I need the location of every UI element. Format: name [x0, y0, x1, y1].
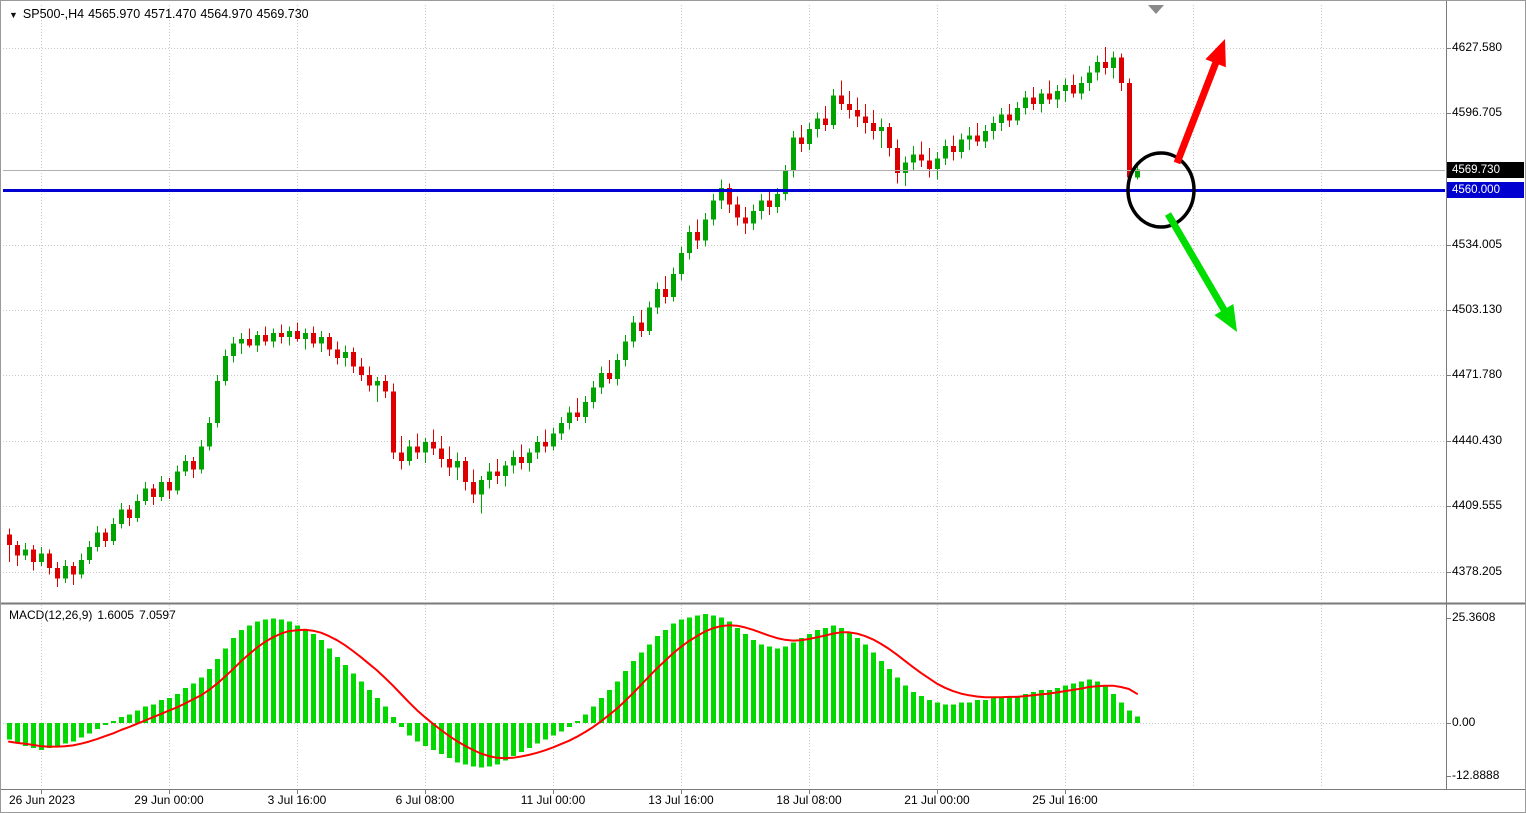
price-tick-label: 4503.130: [1452, 301, 1503, 316]
panel-separators: [1, 1, 1525, 794]
grid-lines: [3, 5, 1445, 787]
symbol-timeframe-label: SP500-,H4: [22, 7, 85, 21]
price-tick-label: 4440.430: [1452, 433, 1503, 448]
annotation-circle: [1126, 151, 1196, 229]
bullish-scenario-arrow: [1173, 39, 1226, 165]
price-tick-label: 4378.205: [1452, 564, 1503, 578]
chart-shift-marker[interactable]: [1148, 5, 1164, 14]
symbol-dropdown-icon[interactable]: ▼: [9, 10, 18, 20]
time-tick-label: 18 Jul 08:00: [776, 793, 842, 807]
support-level-badge-text: 4560.000: [1452, 184, 1500, 196]
time-tick-label: 13 Jul 16:00: [648, 793, 714, 807]
macd-name: MACD(12,26,9): [9, 608, 93, 622]
candlestick-series: [7, 47, 1140, 588]
macd-tick-label: 25.3608: [1452, 610, 1496, 624]
price-tick-label: 4596.705: [1452, 104, 1503, 119]
time-tick-label: 29 Jun 00:00: [134, 793, 204, 807]
price-axis[interactable]: 4627.580 4596.705 4534.005 4503.130 4471.780…: [1446, 1, 1525, 789]
time-axis[interactable]: 26 Jun 2023 29 Jun 00:00 3 Jul 16:00 6 Jul …: [1, 789, 1525, 812]
macd-value-main: 1.6005: [97, 608, 135, 622]
macd-histogram: [7, 614, 1140, 768]
chart-header: ▼ SP500-,H4 4565.970 4571.470 4564.970 4569.7…: [9, 7, 313, 21]
ohlc-open: 4565.970: [88, 7, 141, 21]
ohlc-high: 4571.470: [144, 7, 197, 21]
current-price-badge: 4569.730: [1447, 161, 1524, 178]
price-tick-label: 4534.005: [1452, 236, 1503, 251]
bearish-scenario-arrow: [1164, 212, 1237, 332]
time-tick-label: 26 Jun 2023: [9, 793, 76, 807]
time-tick-label: 25 Jul 16:00: [1032, 793, 1098, 807]
price-tick-label: 4409.555: [1452, 498, 1503, 513]
price-tick-label: 4627.580: [1452, 40, 1503, 54]
ohlc-close: 4569.730: [256, 7, 309, 21]
macd-signal-line: [8, 624, 1138, 760]
ohlc-low: 4564.970: [200, 7, 253, 21]
current-price-badge-text: 4569.730: [1452, 163, 1500, 176]
macd-indicator-label: MACD(12,26,9) 1.6005 7.0597: [9, 608, 181, 622]
time-tick-label: 3 Jul 16:00: [267, 793, 327, 807]
time-tick-label: 6 Jul 08:00: [395, 793, 455, 807]
macd-value-signal: 7.0597: [139, 608, 176, 622]
macd-tick-label: -12.8888: [1452, 768, 1500, 783]
support-level-badge: 4560.000: [1447, 182, 1524, 198]
macd-tick-label: 0.00: [1452, 715, 1476, 729]
price-tick-label: 4471.780: [1452, 367, 1503, 382]
time-tick-label: 21 Jul 00:00: [904, 793, 970, 807]
time-tick-label: 11 Jul 00:00: [520, 793, 586, 807]
